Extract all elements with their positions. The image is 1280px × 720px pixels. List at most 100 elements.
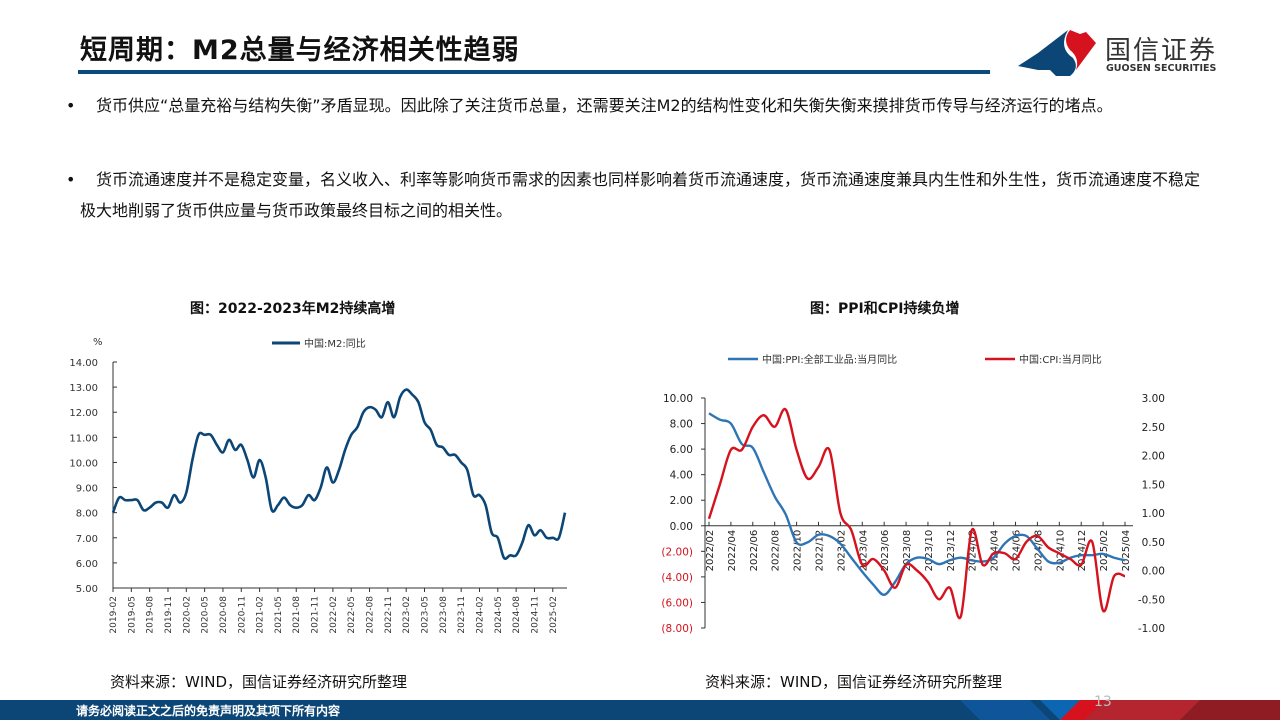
y2-tick-label: 3.00 <box>1142 393 1165 405</box>
y2-tick-label: -0.50 <box>1138 594 1165 606</box>
y-tick-label: 6.00 <box>76 559 98 570</box>
x-tick-label: 2024/10 <box>1055 530 1066 572</box>
y2-tick-label: 0.50 <box>1142 537 1165 549</box>
footer-decoration <box>960 700 1280 720</box>
y2-tick-label: 2.50 <box>1142 422 1165 434</box>
x-tick-label: 2024/06 <box>1012 530 1023 572</box>
m2-series-line <box>111 388 567 561</box>
y-tick-label: 6.00 <box>670 444 693 456</box>
cpi-series-line <box>707 407 1126 620</box>
footer-bar: 请务必阅读正文之后的免责声明及其项下所有内容 <box>0 700 1280 720</box>
x-tick-label: 2021-11 <box>311 596 321 634</box>
y-tick-label: 12.00 <box>69 408 98 419</box>
x-tick-label: 2023/06 <box>880 530 891 572</box>
x-tick-label: 2023-08 <box>439 596 449 634</box>
page-title: 短周期：M2总量与经济相关性趋弱 <box>80 35 520 66</box>
x-tick-label: 2024/04 <box>990 530 1001 572</box>
bullet-text: 货币流通速度并不是稳定变量，名义收入、利率等影响货币需求的因素也同样影响着货币流… <box>80 170 1201 220</box>
bullet-item: • 货币流通速度并不是稳定变量，名义收入、利率等影响货币需求的因素也同样影响着货… <box>66 164 1206 226</box>
x-tick-label: 2023/04 <box>858 530 869 572</box>
x-tick-label: 2022-02 <box>329 596 339 634</box>
x-tick-label: 2023/02 <box>836 530 847 572</box>
y-tick-label: 4.00 <box>670 470 693 482</box>
right-chart-source: 资料来源：WIND，国信证券经济研究所整理 <box>705 673 1003 691</box>
y-tick-label: (6.00) <box>661 597 693 609</box>
y2-tick-label: 0.00 <box>1142 566 1165 578</box>
x-tick-label: 2019-02 <box>109 596 119 634</box>
x-tick-label: 2023/12 <box>946 530 957 572</box>
y-tick-label: 8.00 <box>76 509 98 520</box>
x-tick-label: 2022/12 <box>814 530 825 572</box>
x-tick-label: 2024-08 <box>512 596 522 634</box>
y2-tick-label: -1.00 <box>1138 623 1165 635</box>
y2-tick-label: 1.00 <box>1142 508 1165 520</box>
y2-tick-label: 1.50 <box>1142 479 1165 491</box>
x-tick-label: 2021-02 <box>256 596 266 634</box>
x-tick-label: 2020-11 <box>237 596 247 634</box>
y-tick-label: (2.00) <box>661 546 693 558</box>
x-tick-label: 2019-11 <box>164 596 174 634</box>
ppi-cpi-chart: 中国:PPI:全部工业品:当月同比 中国:CPI:当月同比 (8.00) (6.00)… <box>661 353 1165 635</box>
x-tick-label: 2023-05 <box>421 596 431 634</box>
y-axis-unit: % <box>93 337 103 348</box>
y-tick-label: 11.00 <box>69 433 98 444</box>
x-tick-label: 2020-05 <box>201 596 211 634</box>
x-tick-label: 2025-02 <box>549 596 559 634</box>
bullet-item: • 货币供应“总量充裕与结构失衡”矛盾显现。因此除了关注货币总量，还需要关注M2… <box>66 90 1206 121</box>
legend-label: 中国:M2:同比 <box>304 337 366 350</box>
x-tick-label: 2022/06 <box>749 530 760 572</box>
guosen-logo-icon <box>1018 30 1096 76</box>
x-tick-label: 2023-02 <box>402 596 412 634</box>
x-tick-label: 2022/02 <box>705 530 716 572</box>
x-tick-label: 2023/10 <box>924 530 935 572</box>
x-tick-label: 2021-08 <box>292 596 302 634</box>
right-chart-caption: 图：PPI和CPI持续负增 <box>810 301 960 317</box>
x-tick-label: 2022/10 <box>793 530 804 572</box>
y-tick-label: 10.00 <box>69 458 98 469</box>
y-tick-label: (4.00) <box>661 572 693 584</box>
title-divider <box>78 70 990 74</box>
x-tick-label: 2022-11 <box>384 596 394 634</box>
x-tick-label: 2024-11 <box>530 596 540 634</box>
x-tick-label: 2021-05 <box>274 596 284 634</box>
x-tick-label: 2022-05 <box>347 596 357 634</box>
x-tick-label: 2020-02 <box>182 596 192 634</box>
legend-label-cpi: 中国:CPI:当月同比 <box>1019 353 1102 366</box>
y-tick-label: 14.00 <box>69 358 98 369</box>
disclaimer-text: 请务必阅读正文之后的免责声明及其项下所有内容 <box>76 704 341 718</box>
y-tick-label: 10.00 <box>663 393 693 405</box>
m2-chart: % 中国:M2:同比 5.00 6.00 7.00 8.00 9.00 10.00 11.00 1… <box>69 337 567 634</box>
x-tick-label: 2019-08 <box>146 596 156 634</box>
legend-label-ppi: 中国:PPI:全部工业品:当月同比 <box>762 353 897 366</box>
y-tick-label: 8.00 <box>670 419 693 431</box>
logo-text-en: GUOSEN SECURITIES <box>1106 63 1217 74</box>
x-tick-label: 2019-05 <box>127 596 137 634</box>
x-tick-label: 2022/08 <box>771 530 782 572</box>
ppi-series-line <box>708 412 1126 596</box>
x-tick-label: 2023/08 <box>902 530 913 572</box>
left-chart-caption: 图：2022-2023年M2持续高增 <box>190 301 396 317</box>
bullet-marker: • <box>66 170 76 189</box>
x-tick-label: 2025/04 <box>1121 530 1132 572</box>
bullet-text: 货币供应“总量充裕与结构失衡”矛盾显现。因此除了关注货币总量，还需要关注M2的结… <box>96 96 1113 115</box>
page-number: 13 <box>1094 694 1112 710</box>
y2-tick-label: 2.00 <box>1142 451 1165 463</box>
logo-text-cn: 国信证券 <box>1105 36 1218 66</box>
left-chart-source: 资料来源：WIND，国信证券经济研究所整理 <box>110 673 408 691</box>
x-tick-label: 2022/04 <box>727 530 738 572</box>
x-tick-label: 2025/02 <box>1099 530 1110 572</box>
y-tick-label: 9.00 <box>76 484 98 495</box>
y-tick-label: 7.00 <box>76 534 98 545</box>
bullet-marker: • <box>66 96 76 115</box>
y-tick-label: 0.00 <box>670 521 693 533</box>
x-tick-label: 2023-11 <box>457 596 467 634</box>
y-tick-label: (8.00) <box>661 623 693 635</box>
x-tick-label: 2024/12 <box>1077 530 1088 572</box>
x-tick-label: 2024-05 <box>494 596 504 634</box>
x-tick-label: 2024/02 <box>968 530 979 572</box>
x-tick-label: 2020-08 <box>219 596 229 634</box>
y-tick-label: 13.00 <box>69 383 98 394</box>
x-tick-label: 2022-08 <box>366 596 376 634</box>
x-tick-label: 2024-02 <box>475 596 485 634</box>
y-tick-label: 5.00 <box>76 584 98 595</box>
